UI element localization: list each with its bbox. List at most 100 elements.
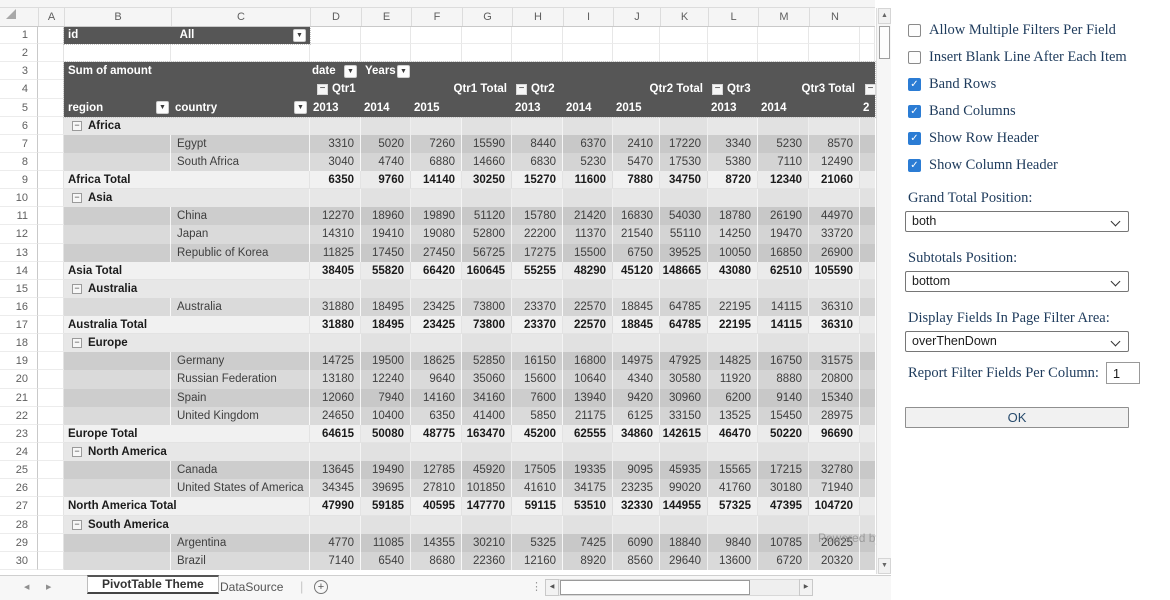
cell-L27[interactable]: 57325 xyxy=(719,500,751,513)
cell-L8[interactable]: 5380 xyxy=(725,155,751,168)
cell-D27[interactable]: 47990 xyxy=(322,500,354,513)
cell-G25[interactable]: 45920 xyxy=(473,464,505,477)
row-header-5[interactable]: 5 xyxy=(0,98,38,117)
cell-A27[interactable] xyxy=(38,497,64,516)
cell-J12[interactable]: 21540 xyxy=(621,228,653,241)
cell-H2[interactable] xyxy=(512,44,563,63)
cell-K25[interactable]: 45935 xyxy=(669,464,701,477)
region-filter-dropdown-icon[interactable]: ▼ xyxy=(156,101,169,115)
cell-K17[interactable]: 64785 xyxy=(669,319,701,332)
select-all-icon[interactable] xyxy=(6,9,16,19)
cell-L19[interactable]: 14825 xyxy=(719,355,751,368)
cell-G20[interactable]: 35060 xyxy=(473,373,505,386)
row-header-23[interactable]: 23 xyxy=(0,424,38,443)
cell-I7[interactable]: 6370 xyxy=(580,137,606,150)
cell-J9[interactable]: 7880 xyxy=(627,174,653,187)
cell-A11[interactable] xyxy=(38,207,64,226)
cell-I19[interactable]: 16800 xyxy=(574,355,606,368)
cell-N21[interactable]: 15340 xyxy=(821,391,853,404)
cell-N7[interactable]: 8570 xyxy=(827,137,853,150)
cell-E29[interactable]: 11085 xyxy=(372,536,404,549)
checked-checkbox-show-row-header[interactable]: ✓ xyxy=(908,131,921,145)
row-header-16[interactable]: 16 xyxy=(0,297,38,317)
cell-D21[interactable]: 12060 xyxy=(322,391,354,404)
cell-N14[interactable]: 105590 xyxy=(814,264,853,277)
cell-N13[interactable]: 26900 xyxy=(821,246,853,259)
country-filter-dropdown-icon[interactable]: ▼ xyxy=(294,101,307,115)
row-header-20[interactable]: 20 xyxy=(0,370,38,389)
cell-M25[interactable]: 17215 xyxy=(770,464,802,477)
cell-J2[interactable] xyxy=(613,44,660,63)
cell-F29[interactable]: 14355 xyxy=(423,536,455,549)
cell-A2[interactable] xyxy=(38,44,64,63)
cell-F30[interactable]: 8680 xyxy=(429,554,455,567)
cell-J11[interactable]: 16830 xyxy=(621,210,653,223)
row-header-18[interactable]: 18 xyxy=(0,334,38,353)
cell-E21[interactable]: 7940 xyxy=(378,391,404,404)
cell-D19[interactable]: 14725 xyxy=(322,355,354,368)
cell-N30[interactable]: 20320 xyxy=(821,554,853,567)
col-header-G[interactable]: G xyxy=(462,8,512,26)
col-header-C[interactable]: C xyxy=(171,8,310,26)
cell-E12[interactable]: 19410 xyxy=(372,228,404,241)
cell-G16[interactable]: 73800 xyxy=(473,300,505,313)
cell-K14[interactable]: 148665 xyxy=(662,264,701,277)
cell-D12[interactable]: 14310 xyxy=(322,228,354,241)
cell-L17[interactable]: 22195 xyxy=(719,319,751,332)
cell-I1[interactable] xyxy=(563,26,613,45)
cell-H23[interactable]: 45200 xyxy=(524,427,556,440)
cell-J16[interactable]: 18845 xyxy=(621,300,653,313)
cell-J14[interactable]: 45120 xyxy=(621,264,653,277)
cell-E26[interactable]: 39695 xyxy=(372,482,404,495)
col-header-F[interactable]: F xyxy=(411,8,462,26)
cell-D13[interactable]: 11825 xyxy=(322,246,354,259)
cell-A29[interactable] xyxy=(38,533,64,552)
cell-K1[interactable] xyxy=(660,26,708,45)
cell-L9[interactable]: 8720 xyxy=(725,174,751,187)
cell-I14[interactable]: 48290 xyxy=(574,264,606,277)
cell-I26[interactable]: 34175 xyxy=(574,482,606,495)
tabs-nav-left-icon[interactable]: ◀ xyxy=(24,584,30,591)
cell-E23[interactable]: 50080 xyxy=(372,427,404,440)
select-display-fields-in-page-filter-area[interactable]: overThenDown xyxy=(905,331,1129,352)
cell-D20[interactable]: 13180 xyxy=(322,373,354,386)
cell-D1[interactable] xyxy=(310,26,361,45)
cell-K27[interactable]: 144955 xyxy=(662,500,701,513)
cell-E14[interactable]: 55820 xyxy=(372,264,404,277)
cell-J23[interactable]: 34860 xyxy=(621,427,653,440)
col-header-H[interactable]: H xyxy=(512,8,563,26)
col-header-M[interactable]: M xyxy=(758,8,809,26)
cell-G19[interactable]: 52850 xyxy=(473,355,505,368)
cell-L21[interactable]: 6200 xyxy=(725,391,751,404)
row-header-7[interactable]: 7 xyxy=(0,134,38,153)
cell-L14[interactable]: 43080 xyxy=(719,264,751,277)
cell-M12[interactable]: 19470 xyxy=(770,228,802,241)
cell-L26[interactable]: 41760 xyxy=(719,482,751,495)
cell-K2[interactable] xyxy=(660,44,708,63)
row-header-8[interactable]: 8 xyxy=(0,152,38,172)
cell-L23[interactable]: 46470 xyxy=(719,427,751,440)
cell-K9[interactable]: 34750 xyxy=(669,174,701,187)
row-header-10[interactable]: 10 xyxy=(0,189,38,208)
col-header-K[interactable]: K xyxy=(660,8,708,26)
report-filter-fields-input[interactable] xyxy=(1105,362,1140,384)
cell-F7[interactable]: 7260 xyxy=(429,137,455,150)
cell-L7[interactable]: 3340 xyxy=(725,137,751,150)
cell-E19[interactable]: 19500 xyxy=(372,355,404,368)
col-header-I[interactable]: I xyxy=(563,8,613,26)
cell-G17[interactable]: 73800 xyxy=(473,319,505,332)
cell-J25[interactable]: 9095 xyxy=(627,464,653,477)
collapse-qtr1-icon[interactable]: − xyxy=(317,83,328,95)
row-header-30[interactable]: 30 xyxy=(0,551,38,570)
row-header-22[interactable]: 22 xyxy=(0,406,38,425)
cell-L2[interactable] xyxy=(708,44,758,63)
cell-A9[interactable] xyxy=(38,171,64,190)
cell-D29[interactable]: 4770 xyxy=(328,536,354,549)
cell-L16[interactable]: 22195 xyxy=(719,300,751,313)
cell-A12[interactable] xyxy=(38,225,64,244)
cell-N17[interactable]: 36310 xyxy=(821,319,853,332)
cell-I17[interactable]: 22570 xyxy=(574,319,606,332)
cell-E2[interactable] xyxy=(361,44,411,63)
row-header-29[interactable]: 29 xyxy=(0,533,38,552)
cell-O2[interactable] xyxy=(860,44,875,63)
